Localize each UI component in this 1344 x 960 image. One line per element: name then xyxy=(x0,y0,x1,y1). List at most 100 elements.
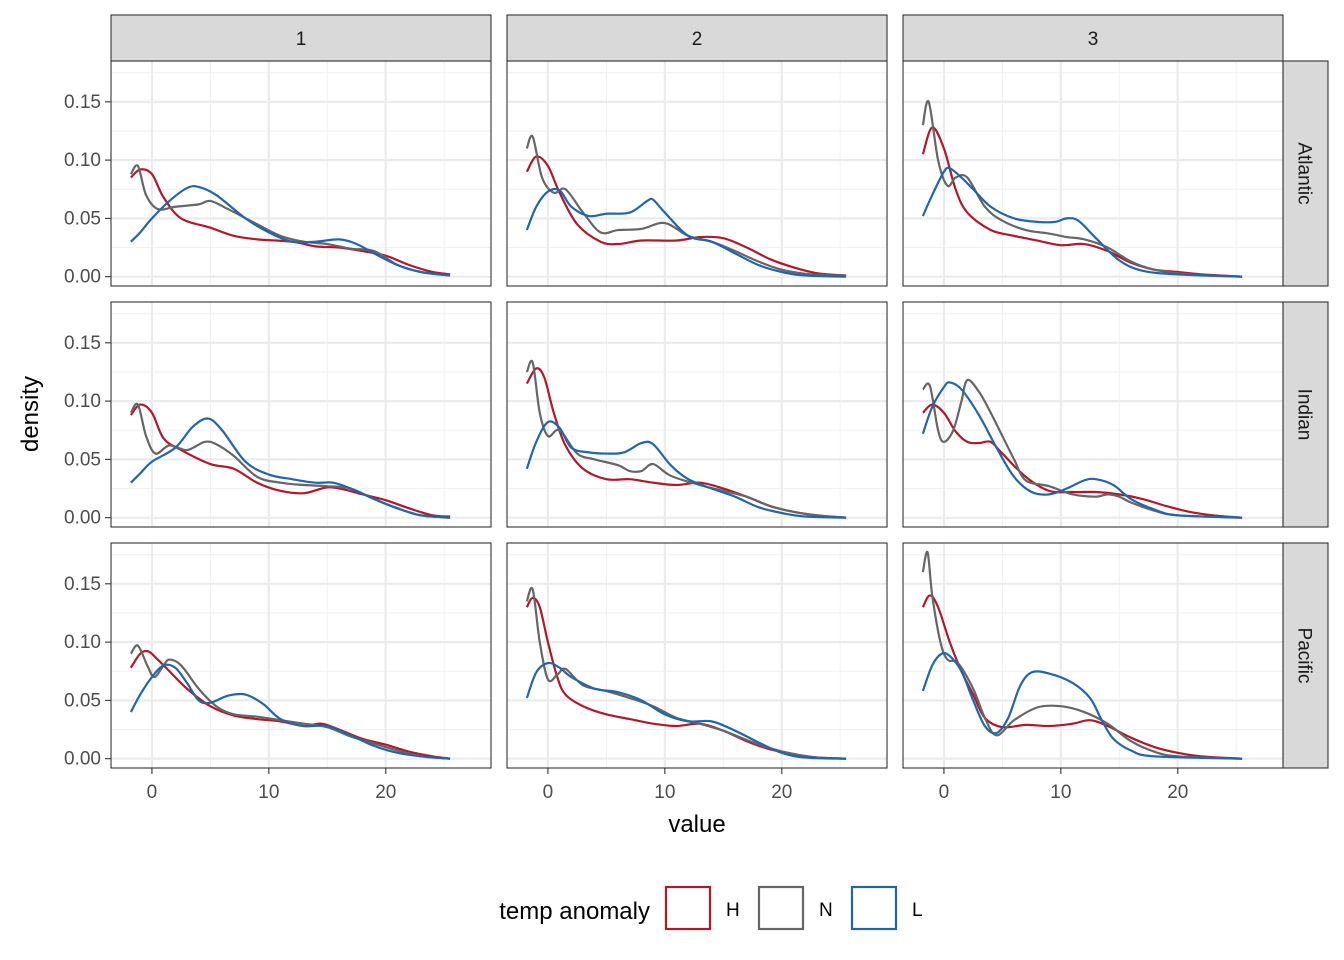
strip-background xyxy=(110,14,492,62)
density-line-l xyxy=(525,661,847,760)
density-line-l xyxy=(921,166,1243,278)
legend-label: L xyxy=(912,900,923,921)
strips-layer: 1 2 3 Atlantic Indian Pacific xyxy=(110,14,1329,769)
density-line-h xyxy=(130,168,451,276)
x-tick-label: 20 xyxy=(771,782,792,803)
legend-label: N xyxy=(819,900,833,921)
gridlines xyxy=(903,543,1283,768)
strip-background xyxy=(902,14,1284,62)
y-tick-label: 0.15 xyxy=(64,333,101,354)
strip-label: 1 xyxy=(296,29,307,50)
x-tick-label: 0 xyxy=(543,782,554,803)
x-tick-label: 20 xyxy=(1167,782,1188,803)
density-line-l xyxy=(130,417,451,519)
y-tick-label: 0.15 xyxy=(64,92,101,113)
legend-label: H xyxy=(726,900,740,921)
strip-background xyxy=(1282,542,1329,769)
legend-title: temp anomaly xyxy=(499,898,650,925)
x-axis-col-3: 0 10 20 xyxy=(939,768,1188,803)
strip-label: Atlantic xyxy=(1294,142,1315,204)
density-line-l xyxy=(129,663,451,760)
y-axis-pacific: 0.00 0.05 0.10 0.15 xyxy=(64,574,111,770)
legend-item-l: L xyxy=(850,885,923,931)
panels-layer xyxy=(110,60,1284,769)
panel-background xyxy=(111,302,491,527)
panel-pacific-3 xyxy=(902,542,1284,769)
panel-pacific-2 xyxy=(506,542,888,769)
strip-row-pacific: Pacific xyxy=(1282,542,1329,769)
density-line-n xyxy=(129,644,451,760)
x-tick-label: 10 xyxy=(258,782,279,803)
panel-background xyxy=(507,543,887,768)
y-tick-label: 0.05 xyxy=(64,449,101,470)
panel-atlantic-3 xyxy=(902,60,1284,287)
y-tick-label: 0.10 xyxy=(64,150,101,171)
panel-background xyxy=(903,61,1283,286)
strip-col-3: 3 xyxy=(902,14,1284,62)
panel-atlantic-1 xyxy=(110,60,492,287)
density-lines xyxy=(525,359,847,519)
y-tick-label: 0.00 xyxy=(64,267,101,288)
x-tick-label: 0 xyxy=(147,782,158,803)
density-lines xyxy=(129,402,451,519)
panel-border xyxy=(110,301,492,528)
density-lines xyxy=(921,378,1243,519)
strip-label: Pacific xyxy=(1294,628,1315,684)
y-tick-label: 0.00 xyxy=(64,508,101,529)
density-line-l xyxy=(130,185,451,277)
panel-background xyxy=(903,543,1283,768)
panel-indian-2 xyxy=(506,301,888,528)
gridlines xyxy=(111,302,491,527)
panel-pacific-1 xyxy=(110,542,492,769)
legend-key xyxy=(664,885,712,931)
panel-background xyxy=(111,543,491,768)
x-axis-title: value xyxy=(668,811,725,838)
x-axis-col-2: 0 10 20 xyxy=(543,768,792,803)
panel-background xyxy=(507,61,887,286)
density-line-l xyxy=(525,420,847,519)
density-line-h xyxy=(525,155,847,277)
legend-key xyxy=(850,885,898,931)
strip-label: 3 xyxy=(1088,29,1099,50)
y-tick-label: 0.15 xyxy=(64,574,101,595)
strip-background xyxy=(506,14,888,62)
density-line-l xyxy=(921,651,1243,760)
strip-label: Indian xyxy=(1294,389,1315,441)
strip-col-1: 1 xyxy=(110,14,492,62)
strip-row-atlantic: Atlantic xyxy=(1282,60,1329,287)
y-axis-indian: 0.00 0.05 0.10 0.15 xyxy=(64,333,111,529)
y-tick-label: 0.10 xyxy=(64,632,101,653)
y-tick-label: 0.10 xyxy=(64,391,101,412)
y-tick-label: 0.00 xyxy=(64,749,101,770)
strip-background xyxy=(1282,301,1329,528)
x-tick-label: 10 xyxy=(1050,782,1071,803)
x-tick-label: 10 xyxy=(654,782,675,803)
gridlines xyxy=(111,61,491,286)
strip-label: 2 xyxy=(692,29,703,50)
density-lines xyxy=(129,644,451,760)
y-tick-label: 0.05 xyxy=(64,208,101,229)
panel-background xyxy=(507,302,887,527)
density-lines xyxy=(921,99,1243,278)
panel-indian-3 xyxy=(902,301,1284,528)
y-tick-label: 0.05 xyxy=(64,690,101,711)
axes-layer: 0.00 0.05 0.10 0.15 0.00 0.05 0.10 0.15 0.00 0.05… xyxy=(64,92,1188,803)
density-line-h xyxy=(130,403,451,518)
x-axis-col-1: 0 10 20 xyxy=(147,768,396,803)
panel-background xyxy=(903,302,1283,527)
density-line-n xyxy=(922,378,1243,519)
density-line-n xyxy=(129,164,451,277)
density-lines xyxy=(921,550,1243,760)
gridlines xyxy=(507,302,887,527)
legend-item-h: H xyxy=(664,885,740,931)
legend-item-n: N xyxy=(757,885,833,931)
panel-indian-1 xyxy=(110,301,492,528)
panel-atlantic-2 xyxy=(506,60,888,287)
panel-border xyxy=(506,542,888,769)
density-line-l xyxy=(921,381,1243,519)
y-axis-title: density xyxy=(17,376,44,452)
density-line-h xyxy=(921,594,1243,760)
strip-row-indian: Indian xyxy=(1282,301,1329,528)
strip-background xyxy=(1282,60,1329,287)
density-lines xyxy=(129,164,451,277)
